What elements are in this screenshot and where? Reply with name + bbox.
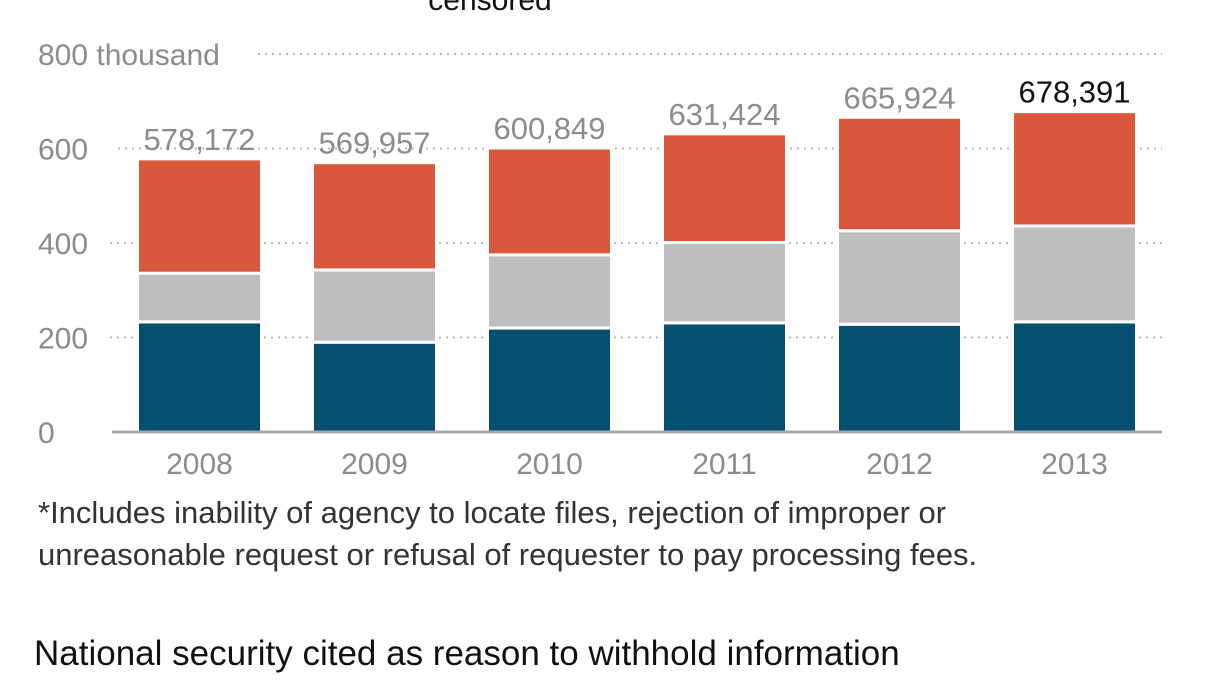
y-tick-label: 400: [38, 228, 88, 261]
bar-segment: [486, 146, 613, 257]
bar-segment: [836, 115, 963, 233]
y-tick-label: 600: [38, 134, 88, 167]
y-tick-label: 0: [38, 417, 55, 450]
x-tick-label: 2011: [692, 448, 757, 481]
y-tick-label: 800 thousand: [38, 39, 220, 72]
bar-total-label: 631,424: [668, 97, 780, 132]
stacked-bar-chart: 578,172 569,957 600,849 631,424 665,924 678,3…: [38, 39, 1162, 481]
section-heading: National security cited as reason to wit…: [34, 634, 900, 673]
bar-segment: [311, 268, 438, 344]
bar-segment: [486, 326, 613, 434]
data-labels: 578,172 569,957 600,849 631,424 665,924 678,3…: [143, 75, 1130, 161]
bar-segment: [1011, 224, 1138, 324]
bar-segment: [136, 157, 263, 275]
x-tick-label: 2012: [866, 448, 933, 481]
bar-segment: [661, 132, 788, 245]
gridlines: [110, 53, 1162, 339]
chart-title: censored: [428, 0, 552, 17]
x-tick-label: 2009: [341, 448, 408, 481]
bar-segment: [486, 253, 613, 330]
bar-segment: [1011, 110, 1138, 228]
bar-total-label: 569,957: [318, 126, 430, 161]
bar-segment: [836, 322, 963, 434]
bar-segment: [311, 161, 438, 272]
bar-segment: [661, 241, 788, 325]
bar-total-label: 665,924: [843, 80, 955, 115]
x-tick-label: 2010: [516, 448, 583, 481]
y-tick-label: 200: [38, 323, 88, 356]
bar-segment: [661, 321, 788, 434]
bar-total-label: 600,849: [493, 111, 605, 146]
bar-segment: [136, 320, 263, 434]
bar-total-label: 578,172: [143, 122, 255, 157]
bar-segment: [1011, 320, 1138, 434]
x-tick-label: 2013: [1041, 448, 1108, 481]
x-tick-label: 2008: [166, 448, 233, 481]
bar-segment: [836, 229, 963, 326]
bar-total-label: 678,391: [1018, 75, 1130, 110]
axes: 0 200 400 600 800 thousand 2008 2009 2010 2011 20…: [38, 39, 1162, 481]
footnote: *Includes inability of agency to locate …: [38, 495, 978, 572]
bar-segment: [311, 340, 438, 434]
bar-stacks: [136, 110, 1138, 434]
bar-segment: [136, 271, 263, 324]
